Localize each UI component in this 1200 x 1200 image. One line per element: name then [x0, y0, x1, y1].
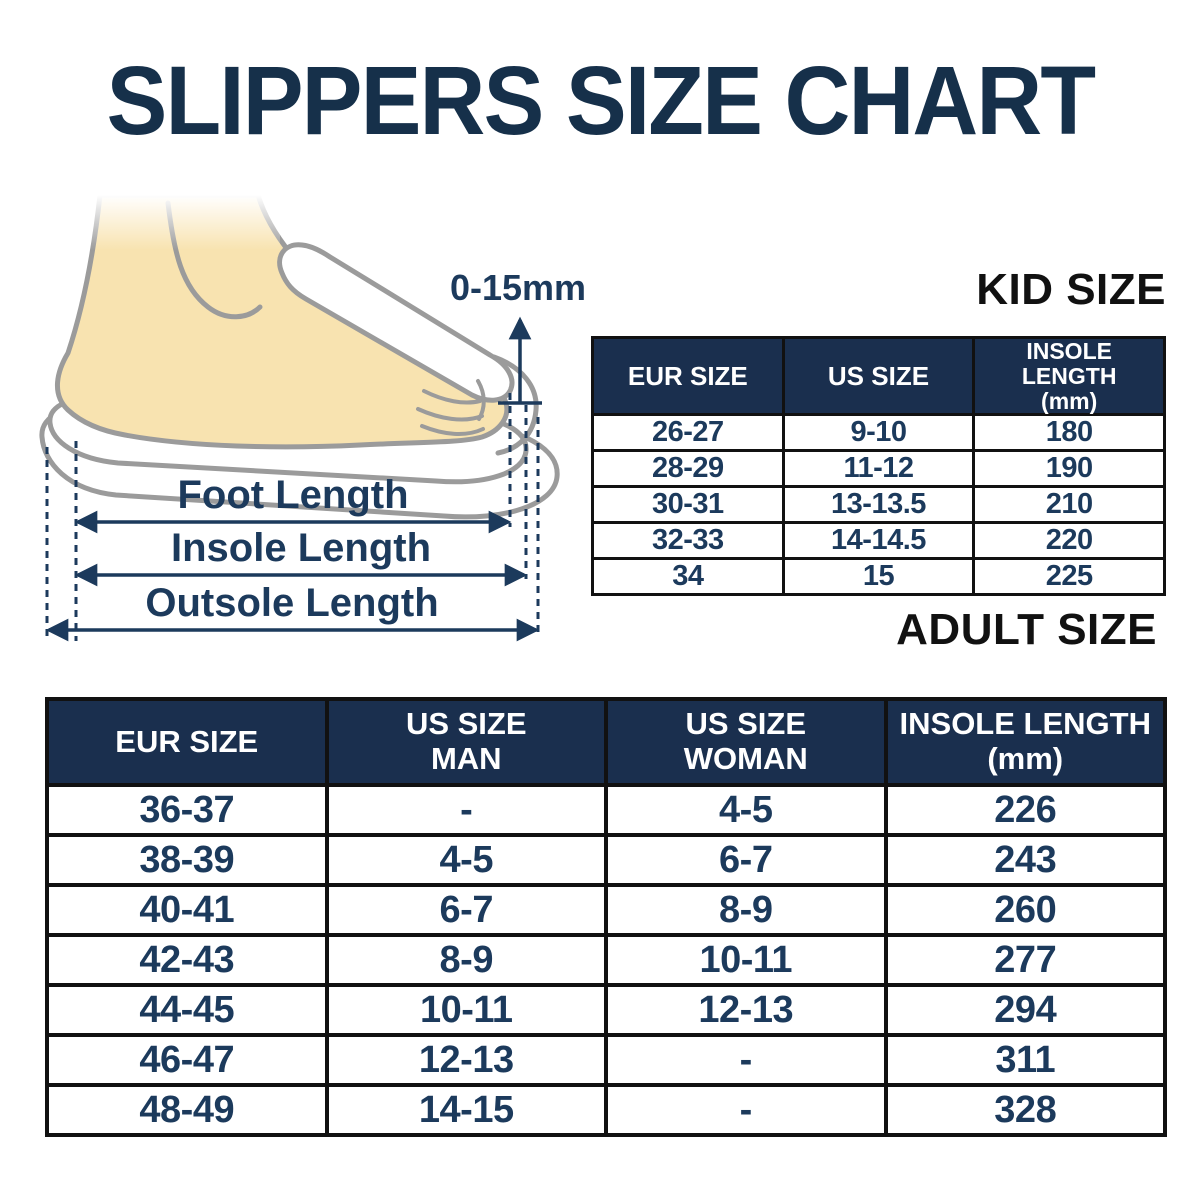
table-cell: 40-41 — [45, 883, 329, 937]
title-bar: SLIPPERS SIZE CHART — [0, 52, 1200, 149]
toe-gap-arrow — [498, 316, 542, 405]
table-cell: 226 — [883, 783, 1167, 837]
kid-size-table: EUR SIZE US SIZE INSOLE LENGTH (mm) 26-27 9… — [591, 335, 1166, 597]
table-row: 32-33 14-14.5 220 — [591, 521, 1166, 561]
header-row: EUR SIZE US SIZE MAN US SIZE WOMAN INSOLE L… — [45, 697, 1167, 787]
header-row: EUR SIZE US SIZE INSOLE LENGTH (mm) — [591, 335, 1166, 417]
toe-lines — [416, 379, 486, 437]
column-header: US SIZE — [781, 335, 976, 417]
table-cell: - — [604, 1033, 888, 1087]
table-cell: 13-13.5 — [781, 485, 976, 525]
table-cell: 34 — [591, 557, 785, 597]
table-cell: - — [604, 1083, 888, 1137]
column-header: INSOLE LENGTH (mm) — [972, 335, 1166, 417]
slipper-front-wall — [491, 354, 539, 456]
table-cell: 42-43 — [45, 933, 329, 987]
table-cell: 328 — [883, 1083, 1167, 1137]
table-row: 26-27 9-10 180 — [591, 413, 1166, 453]
table-row: 48-49 14-15-328 — [45, 1083, 1167, 1137]
table-cell: 277 — [883, 933, 1167, 987]
table-cell: 190 — [972, 449, 1166, 489]
table-cell: 10-11 — [324, 983, 608, 1037]
table-cell: 12-13 — [604, 983, 888, 1037]
table-cell: 30-31 — [591, 485, 785, 525]
table-cell: 220 — [972, 521, 1166, 561]
table-cell: 8-9 — [324, 933, 608, 987]
foot-measurement-diagram: 0-15mm Foot Length Insole Length Outsole… — [39, 195, 585, 642]
table-row: 42-43 8-9 10-11 277 — [45, 933, 1167, 987]
table-row: 40-41 6-7 8-9 260 — [45, 883, 1167, 937]
foot-length-label: Foot Length — [177, 473, 408, 517]
table-cell: 210 — [972, 485, 1166, 525]
table-cell: 243 — [883, 833, 1167, 887]
adult-size-heading: ADULT SIZE — [896, 605, 1157, 654]
slipper-vamp — [277, 242, 515, 403]
table-row: 44-45 10-11 12-13 294 — [45, 983, 1167, 1037]
column-header: US SIZE WOMAN — [604, 697, 888, 787]
table-cell: 32-33 — [591, 521, 785, 561]
table-cell: 46-47 — [45, 1033, 329, 1087]
page-title: SLIPPERS SIZE CHART — [106, 46, 1096, 155]
table-cell: 44-45 — [45, 983, 329, 1037]
table-cell: 38-39 — [45, 833, 329, 887]
column-header: US SIZE MAN — [324, 697, 608, 787]
table-cell: - — [324, 783, 608, 837]
table-cell: 9-10 — [781, 413, 976, 453]
table-cell: 15 — [781, 557, 976, 597]
table-cell: 28-29 — [591, 449, 785, 489]
table-row: 46-47 12-13-311 — [45, 1033, 1167, 1087]
table-cell: 8-9 — [604, 883, 888, 937]
column-header: INSOLE LENGTH (mm) — [883, 697, 1167, 787]
table-cell: 12-13 — [324, 1033, 608, 1087]
column-header: EUR SIZE — [591, 335, 785, 417]
column-header: EUR SIZE — [45, 697, 329, 787]
table-cell: 180 — [972, 413, 1166, 453]
table-cell: 225 — [972, 557, 1166, 597]
kid-size-heading: KID SIZE — [976, 265, 1166, 314]
table-cell: 260 — [883, 883, 1167, 937]
table-cell: 4-5 — [604, 783, 888, 837]
table-cell: 26-27 — [591, 413, 785, 453]
table-cell: 11-12 — [781, 449, 976, 489]
table-cell: 294 — [883, 983, 1167, 1037]
table-row: 38-39 4-5 6-7 243 — [45, 833, 1167, 887]
table-cell: 48-49 — [45, 1083, 329, 1137]
table-cell: 10-11 — [604, 933, 888, 987]
table-row: 28-29 11-12 190 — [591, 449, 1166, 489]
table-row: 30-31 13-13.5 210 — [591, 485, 1166, 525]
table-cell: 36-37 — [45, 783, 329, 837]
table-cell: 14-15 — [324, 1083, 608, 1137]
outsole-length-label: Outsole Length — [145, 581, 438, 625]
toe-gap-label: 0-15mm — [450, 267, 585, 308]
table-cell: 311 — [883, 1033, 1167, 1087]
table-row: 36-37-4-5 226 — [45, 783, 1167, 837]
table-cell: 4-5 — [324, 833, 608, 887]
table-row: 34 15 225 — [591, 557, 1166, 597]
insole-length-label: Insole Length — [171, 526, 431, 570]
table-cell: 14-14.5 — [781, 521, 976, 561]
table-cell: 6-7 — [324, 883, 608, 937]
leg-fade — [50, 195, 280, 250]
measurement-guide-lines — [45, 393, 540, 641]
adult-size-table: EUR SIZE US SIZE MAN US SIZE WOMAN INSOLE L… — [45, 697, 1167, 1137]
table-cell: 6-7 — [604, 833, 888, 887]
